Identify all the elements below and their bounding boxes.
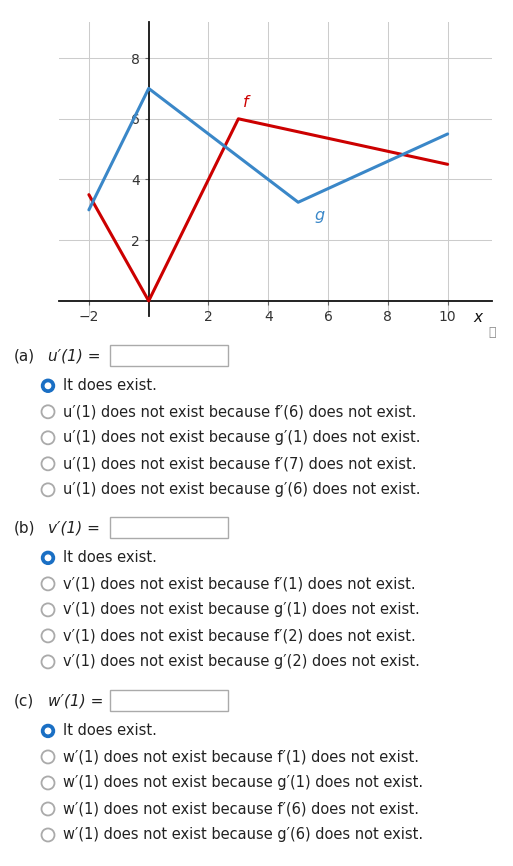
Text: w′(1) does not exist because g′(6) does not exist.: w′(1) does not exist because g′(6) does … (63, 828, 423, 843)
Circle shape (42, 379, 54, 392)
Text: (c): (c) (14, 694, 34, 708)
Text: It does exist.: It does exist. (63, 378, 157, 393)
Text: It does exist.: It does exist. (63, 551, 157, 565)
Text: u′(1) =: u′(1) = (48, 348, 101, 363)
Bar (110, 517, 228, 539)
Text: u′(1) does not exist because g′(6) does not exist.: u′(1) does not exist because g′(6) does … (63, 482, 421, 497)
Text: x: x (473, 310, 482, 325)
Text: w′(1) does not exist because f′(1) does not exist.: w′(1) does not exist because f′(1) does … (63, 749, 419, 765)
Text: It does exist.: It does exist. (63, 723, 157, 739)
Text: f: f (243, 94, 248, 110)
Circle shape (42, 552, 54, 565)
Text: (a): (a) (14, 348, 35, 363)
Text: u′(1) does not exist because f′(6) does not exist.: u′(1) does not exist because f′(6) does … (63, 404, 417, 419)
Text: v′(1) does not exist because f′(1) does not exist.: v′(1) does not exist because f′(1) does … (63, 577, 416, 591)
Text: v′(1) does not exist because f′(2) does not exist.: v′(1) does not exist because f′(2) does … (63, 629, 416, 643)
Text: (b): (b) (14, 520, 35, 535)
Bar (110, 346, 228, 366)
Circle shape (45, 555, 51, 560)
Text: ⓘ: ⓘ (489, 326, 496, 339)
Text: w′(1) =: w′(1) = (48, 694, 104, 708)
Text: u′(1) does not exist because f′(7) does not exist.: u′(1) does not exist because f′(7) does … (63, 456, 417, 471)
Text: v′(1) does not exist because g′(2) does not exist.: v′(1) does not exist because g′(2) does … (63, 655, 420, 669)
Text: v′(1) =: v′(1) = (48, 520, 100, 535)
Text: u′(1) does not exist because g′(1) does not exist.: u′(1) does not exist because g′(1) does … (63, 430, 421, 445)
Circle shape (45, 728, 51, 734)
Text: w′(1) does not exist because g′(1) does not exist.: w′(1) does not exist because g′(1) does … (63, 775, 423, 791)
Circle shape (42, 725, 54, 738)
Text: w′(1) does not exist because f′(6) does not exist.: w′(1) does not exist because f′(6) does … (63, 801, 419, 817)
Text: g: g (314, 209, 325, 223)
Text: v′(1) does not exist because g′(1) does not exist.: v′(1) does not exist because g′(1) does … (63, 603, 420, 617)
Circle shape (45, 383, 51, 389)
Bar (110, 690, 228, 712)
